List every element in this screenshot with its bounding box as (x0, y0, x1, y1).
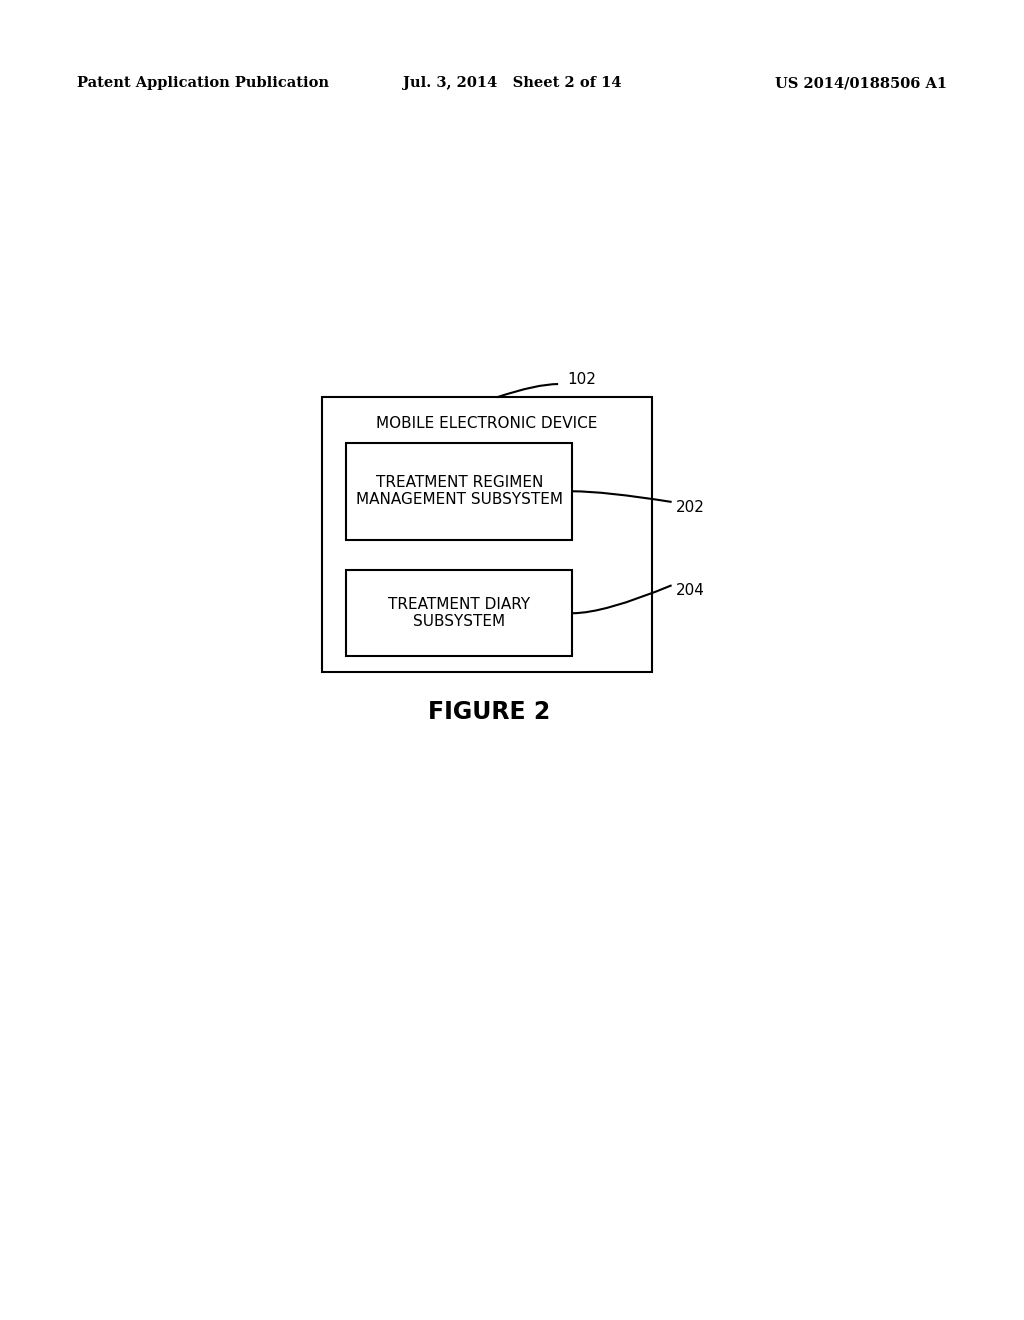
Text: 102: 102 (567, 372, 596, 388)
Text: Jul. 3, 2014   Sheet 2 of 14: Jul. 3, 2014 Sheet 2 of 14 (402, 77, 622, 90)
Text: FIGURE 2: FIGURE 2 (428, 701, 550, 725)
Bar (346, 570, 572, 656)
Bar (346, 444, 572, 540)
Text: TREATMENT DIARY
SUBSYSTEM: TREATMENT DIARY SUBSYSTEM (388, 597, 530, 630)
Text: US 2014/0188506 A1: US 2014/0188506 A1 (775, 77, 947, 90)
Text: 204: 204 (676, 583, 705, 598)
Text: Patent Application Publication: Patent Application Publication (77, 77, 329, 90)
Bar (323, 397, 651, 672)
Text: MOBILE ELECTRONIC DEVICE: MOBILE ELECTRONIC DEVICE (377, 416, 598, 430)
Text: 202: 202 (676, 499, 705, 515)
Text: TREATMENT REGIMEN
MANAGEMENT SUBSYSTEM: TREATMENT REGIMEN MANAGEMENT SUBSYSTEM (355, 475, 563, 507)
